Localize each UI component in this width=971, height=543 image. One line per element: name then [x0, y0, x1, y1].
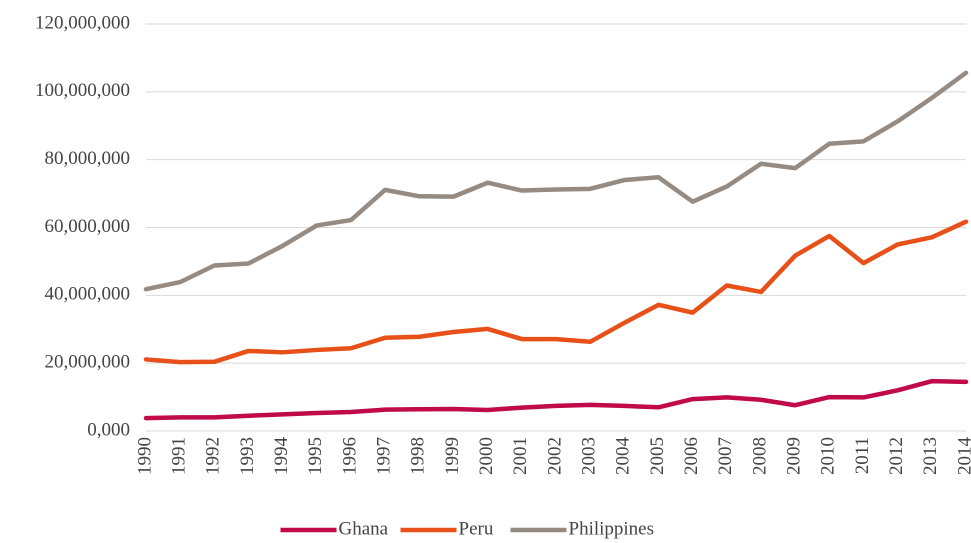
x-tick-label: 1993 — [237, 437, 258, 475]
y-tick-label: 40,000,000 — [45, 284, 131, 305]
x-tick-label: 2010 — [818, 437, 839, 475]
legend-label: Peru — [459, 518, 494, 539]
y-tick-label: 60,000,000 — [45, 216, 131, 237]
x-tick-label: 2006 — [681, 437, 702, 475]
x-tick-label: 1997 — [374, 437, 395, 475]
x-tick-label: 1992 — [203, 437, 224, 475]
data-line — [143, 219, 969, 365]
x-tick-label: 2007 — [715, 437, 736, 475]
x-tick-label: 1996 — [339, 437, 360, 475]
x-tick-label: 2002 — [544, 437, 565, 475]
x-tick-label: 2000 — [476, 437, 497, 475]
x-tick-label: 2004 — [613, 437, 634, 476]
x-tick-label: 2011 — [852, 437, 873, 474]
x-tick-label: 2012 — [886, 437, 907, 475]
x-tick-label: 2014 — [954, 437, 971, 476]
x-tick-label: 1990 — [134, 437, 155, 475]
legend-label: Philippines — [569, 518, 655, 539]
x-tick-label: 2013 — [920, 437, 941, 475]
x-tick-label: 1995 — [305, 437, 326, 475]
data-line — [143, 378, 969, 421]
x-tick-label: 1998 — [408, 437, 429, 475]
x-tick-label: 2009 — [784, 437, 805, 475]
y-tick-label: 20,000,000 — [45, 352, 131, 373]
y-tick-label: 120,000,000 — [35, 12, 130, 33]
x-tick-label: 2001 — [510, 437, 531, 475]
y-tick-label: 100,000,000 — [35, 80, 130, 101]
x-tick-label: 2008 — [749, 437, 770, 475]
x-tick-label: 1994 — [271, 437, 292, 476]
data-line — [143, 70, 969, 292]
x-tick-label: 1999 — [442, 437, 463, 475]
y-tick-label: 80,000,000 — [45, 148, 131, 169]
x-tick-label: 1991 — [169, 437, 190, 475]
legend-label: Ghana — [339, 518, 389, 539]
y-tick-label: 0,000 — [87, 419, 130, 440]
x-tick-label: 2003 — [579, 437, 600, 475]
x-tick-label: 2005 — [647, 437, 668, 475]
